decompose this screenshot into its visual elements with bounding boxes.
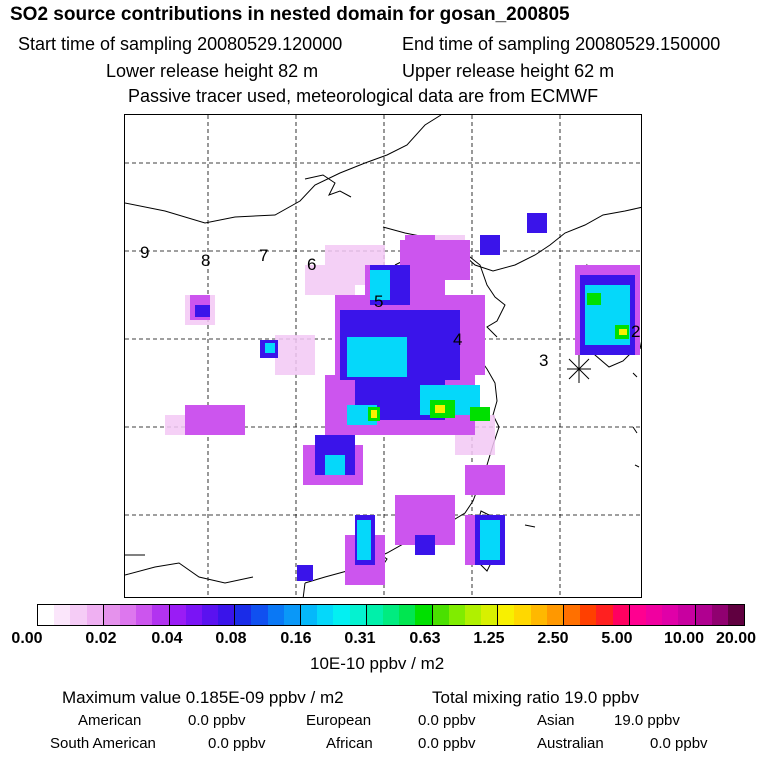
colorbar-segment (432, 605, 449, 625)
total-mixing-ratio-text: Total mixing ratio 19.0 ppbv (432, 688, 639, 707)
colorbar-tick-label: 0.63 (409, 630, 441, 647)
colorbar-segment (152, 605, 170, 625)
colorbar-segment (283, 605, 301, 625)
colorbar-segment (235, 605, 252, 625)
colorbar-segment (464, 605, 482, 625)
colorbar (37, 604, 745, 626)
region-value-asian: 19.0 ppbv (614, 712, 680, 729)
colorbar-segment (119, 605, 137, 625)
colorbar-segment (645, 605, 663, 625)
region-value-european: 0.0 ppbv (418, 712, 476, 729)
maximum-value-text: Maximum value 0.185E-09 ppbv / m2 (62, 688, 344, 707)
colorbar-tick-label: 10.00 (663, 630, 705, 647)
colorbar-segment (169, 605, 186, 625)
colorbar-segment (564, 605, 581, 625)
colorbar-tick-label: 2.50 (537, 630, 569, 647)
colorbar-tick-label: 0.02 (85, 630, 117, 647)
colorbar-segment (317, 605, 334, 625)
colorbar-unit: 10E-10 ppbv / m2 (310, 654, 445, 673)
start-time-text: Start time of sampling 20080529.120000 (18, 34, 343, 54)
colorbar-segment (415, 605, 433, 625)
asterisk-icon (567, 355, 591, 383)
colorbar-segment (218, 605, 236, 625)
colorbar-tick-label: 20.00 (715, 630, 757, 647)
colorbar-segment (596, 605, 613, 625)
region-value-african: 0.0 ppbv (418, 735, 476, 752)
colorbar-segment (678, 605, 696, 625)
colorbar-segment (382, 605, 400, 625)
colorbar-segment (201, 605, 219, 625)
colorbar-segment (727, 605, 745, 625)
region-name-australian: Australian (537, 735, 604, 752)
colorbar-segment (54, 605, 71, 625)
figure-title: SO2 source contributions in nested domai… (10, 4, 570, 25)
colorbar-segment (399, 605, 416, 625)
colorbar-segment (38, 605, 55, 625)
trajectory-label-6: 6 (307, 255, 317, 274)
colorbar-tick-label: 0.08 (215, 630, 247, 647)
trajectory-label-5: 5 (374, 292, 384, 311)
colorbar-segment (366, 605, 383, 625)
region-name-south-american: South American (50, 735, 156, 752)
colorbar-segment (86, 605, 104, 625)
trajectory-label-8: 8 (201, 251, 211, 270)
colorbar-segment (612, 605, 630, 625)
region-name-asian: Asian (537, 712, 575, 729)
colorbar-segment (530, 605, 547, 625)
colorbar-tick-label: 0.31 (344, 630, 376, 647)
colorbar-segment (711, 605, 728, 625)
tracer-note-text: Passive tracer used, meteorological data… (128, 86, 599, 106)
map-canvas (125, 115, 641, 597)
region-value-american: 0.0 ppbv (188, 712, 246, 729)
colorbar-segment (136, 605, 153, 625)
colorbar-tick-label: 0.16 (280, 630, 312, 647)
colorbar-segment (301, 605, 318, 625)
region-value-south-american: 0.0 ppbv (208, 735, 266, 752)
map-panel: 9 8 7 6 5 4 3 2 (124, 114, 642, 598)
colorbar-tick-label: 5.00 (601, 630, 633, 647)
end-time-text: End time of sampling 20080529.150000 (402, 34, 721, 54)
colorbar-segment (251, 605, 268, 625)
region-name-african: African (326, 735, 373, 752)
colorbar-segment (481, 605, 499, 625)
trajectory-label-9: 9 (140, 243, 150, 262)
colorbar-tick-label: 0.00 (11, 630, 43, 647)
colorbar-segment (629, 605, 646, 625)
colorbar-tick-label: 0.04 (151, 630, 183, 647)
upper-release-height-text: Upper release height 62 m (402, 61, 615, 81)
colorbar-segment (695, 605, 712, 625)
colorbar-segment (662, 605, 679, 625)
colorbar-segment (498, 605, 515, 625)
region-value-australian: 0.0 ppbv (650, 735, 708, 752)
colorbar-segment (185, 605, 202, 625)
lower-release-height-text: Lower release height 82 m (106, 61, 319, 81)
colorbar-segment (70, 605, 87, 625)
colorbar-tick-label: 1.25 (473, 630, 505, 647)
region-name-european: European (306, 712, 372, 729)
colorbar-segment (103, 605, 120, 625)
colorbar-segment (546, 605, 564, 625)
colorbar-segment (267, 605, 284, 625)
colorbar-segment (580, 605, 597, 625)
trajectory-label-7: 7 (259, 246, 269, 265)
trajectory-label-2: 2 (631, 322, 641, 341)
colorbar-segment (514, 605, 531, 625)
colorbar-segment (349, 605, 367, 625)
trajectory-label-3: 3 (539, 351, 549, 370)
trajectory-label-4: 4 (453, 330, 463, 349)
colorbar-segment (333, 605, 350, 625)
concentration-field (165, 213, 640, 585)
region-name-american: American (78, 712, 142, 729)
colorbar-segment (448, 605, 465, 625)
